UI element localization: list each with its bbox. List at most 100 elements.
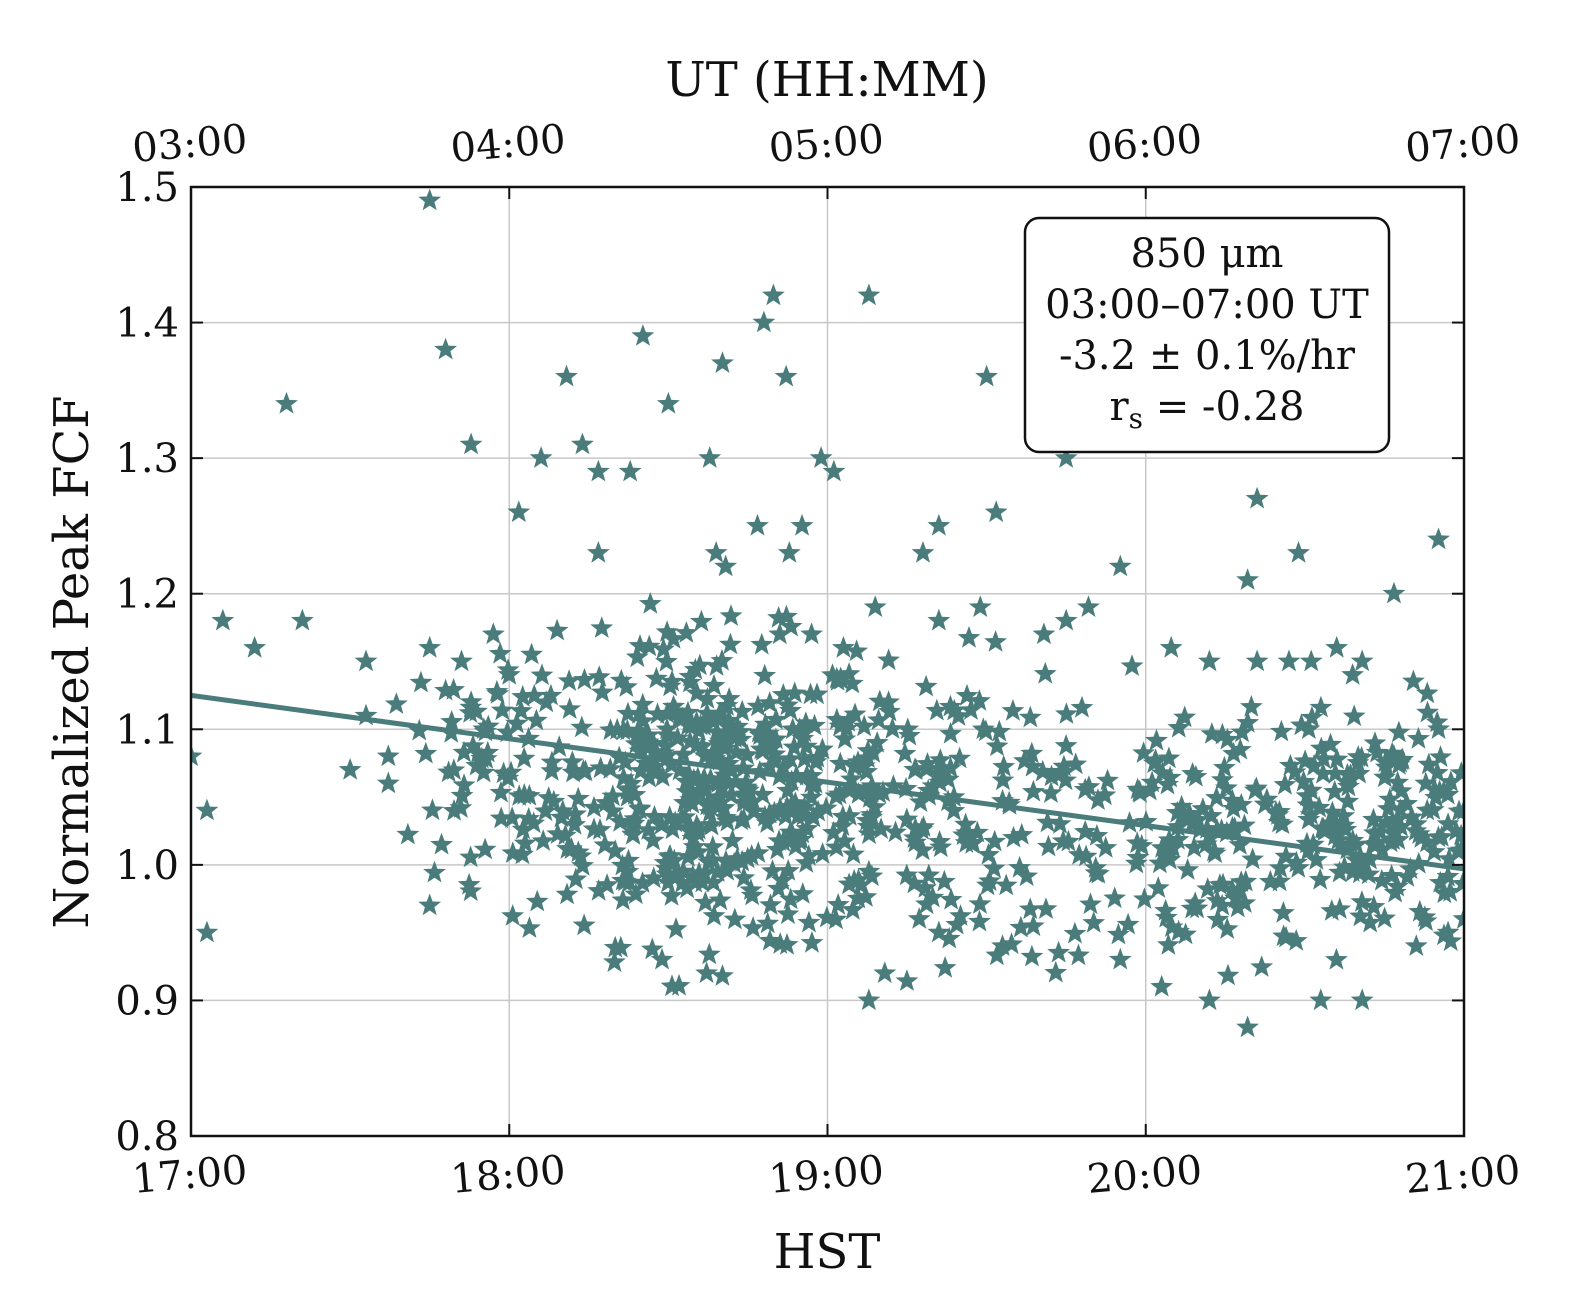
data-point xyxy=(840,671,864,694)
data-point xyxy=(860,864,884,887)
data-point xyxy=(338,758,362,780)
data-point xyxy=(800,931,824,953)
data-point xyxy=(651,765,674,787)
data-point xyxy=(860,774,884,796)
data-point xyxy=(1205,786,1228,808)
data-point xyxy=(833,829,856,852)
data-point xyxy=(500,806,524,828)
data-point xyxy=(590,616,614,638)
data-point xyxy=(1108,947,1132,970)
data-point xyxy=(797,910,821,933)
data-point xyxy=(1037,834,1060,857)
y-tick-label: 1.0 xyxy=(115,843,179,889)
data-point xyxy=(824,907,848,930)
data-point xyxy=(822,820,845,843)
fit-line-group xyxy=(191,692,1464,872)
data-point xyxy=(1236,568,1259,590)
data-point xyxy=(1425,761,1449,783)
data-point xyxy=(1093,783,1117,806)
data-point xyxy=(977,842,1000,865)
data-point xyxy=(1020,944,1044,967)
data-point xyxy=(1268,856,1292,878)
data-point xyxy=(1107,922,1130,945)
data-point xyxy=(983,829,1007,852)
data-point xyxy=(771,683,795,705)
data-point xyxy=(748,723,772,746)
data-point xyxy=(1033,661,1057,684)
data-point xyxy=(939,694,962,717)
data-point xyxy=(1047,762,1071,785)
data-point xyxy=(492,761,515,784)
data-point xyxy=(911,838,934,861)
data-point xyxy=(838,804,862,826)
data-point xyxy=(722,851,746,874)
data-point xyxy=(691,770,715,792)
annotation-slope: -3.2 ± 0.1%/hr xyxy=(1059,333,1356,379)
data-point xyxy=(837,662,861,684)
data-point xyxy=(1325,747,1349,770)
data-point xyxy=(601,799,625,822)
data-point xyxy=(838,778,861,801)
data-point xyxy=(742,799,765,822)
data-point xyxy=(655,620,679,642)
data-point xyxy=(710,648,734,671)
data-point xyxy=(1048,812,1072,834)
data-point xyxy=(628,796,652,819)
data-point xyxy=(211,608,235,631)
data-point xyxy=(846,750,870,772)
x-tick-label: 18:00 xyxy=(449,1147,568,1203)
data-point xyxy=(791,726,815,749)
data-point xyxy=(1086,788,1110,810)
data-point xyxy=(921,774,945,796)
data-point xyxy=(1236,1015,1259,1038)
data-point xyxy=(714,805,737,828)
data-point xyxy=(659,753,683,775)
data-point xyxy=(1158,765,1182,788)
data-point xyxy=(861,741,885,763)
data-point xyxy=(611,888,635,911)
data-point xyxy=(677,762,701,785)
data-point xyxy=(1022,779,1045,802)
data-point xyxy=(915,757,938,779)
data-point xyxy=(1427,527,1450,550)
data-point xyxy=(991,934,1014,956)
data-point xyxy=(1436,812,1460,834)
data-point xyxy=(1140,770,1164,793)
data-point xyxy=(1387,720,1411,743)
data-point xyxy=(354,649,378,672)
data-point xyxy=(609,935,633,958)
data-point xyxy=(1439,770,1463,792)
data-point xyxy=(589,756,613,779)
data-point xyxy=(622,811,646,834)
data-point xyxy=(693,778,716,801)
y-tick-label: 1.4 xyxy=(115,301,179,347)
data-point xyxy=(626,645,649,668)
data-point xyxy=(1449,761,1464,783)
data-point xyxy=(746,841,770,863)
data-point xyxy=(911,541,935,563)
data-point xyxy=(758,928,782,951)
data-point xyxy=(637,765,661,788)
data-point xyxy=(664,917,688,939)
data-point xyxy=(539,683,563,706)
data-point xyxy=(450,783,474,806)
data-point xyxy=(650,947,674,970)
data-point xyxy=(655,862,679,885)
data-point xyxy=(636,818,660,840)
data-point xyxy=(708,888,732,911)
data-point xyxy=(1402,669,1425,692)
data-point xyxy=(520,642,543,665)
data-point xyxy=(1134,810,1158,832)
data-point xyxy=(1151,761,1174,783)
data-point xyxy=(954,812,977,835)
data-point xyxy=(719,632,742,655)
data-point xyxy=(921,885,945,908)
data-point xyxy=(732,756,755,779)
data-point xyxy=(1154,898,1177,921)
data-point xyxy=(740,844,764,866)
data-point xyxy=(985,943,1009,966)
data-point xyxy=(695,961,718,983)
data-point xyxy=(1240,695,1263,717)
data-point xyxy=(1054,608,1078,631)
data-points xyxy=(191,188,1464,1038)
